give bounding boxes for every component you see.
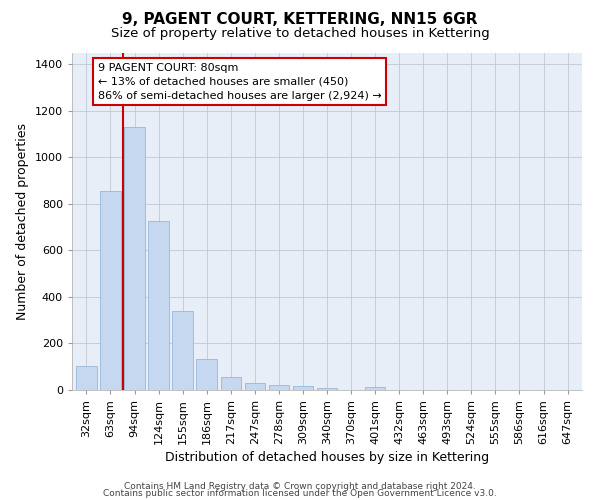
Bar [317, 388, 337, 390]
Bar [100, 190, 121, 390]
Bar [245, 383, 265, 390]
Bar [269, 386, 289, 390]
Bar [293, 386, 313, 390]
Bar [76, 366, 97, 390]
Text: Size of property relative to detached houses in Kettering: Size of property relative to detached ho… [110, 28, 490, 40]
Bar [221, 376, 241, 390]
Bar [365, 387, 385, 390]
X-axis label: Distribution of detached houses by size in Kettering: Distribution of detached houses by size … [165, 451, 489, 464]
Text: 9, PAGENT COURT, KETTERING, NN15 6GR: 9, PAGENT COURT, KETTERING, NN15 6GR [122, 12, 478, 28]
Bar [124, 127, 145, 390]
Text: Contains public sector information licensed under the Open Government Licence v3: Contains public sector information licen… [103, 488, 497, 498]
Bar [172, 311, 193, 390]
Text: Contains HM Land Registry data © Crown copyright and database right 2024.: Contains HM Land Registry data © Crown c… [124, 482, 476, 491]
Y-axis label: Number of detached properties: Number of detached properties [16, 122, 29, 320]
Bar [148, 221, 169, 390]
Bar [196, 358, 217, 390]
Text: 9 PAGENT COURT: 80sqm
← 13% of detached houses are smaller (450)
86% of semi-det: 9 PAGENT COURT: 80sqm ← 13% of detached … [97, 62, 381, 100]
